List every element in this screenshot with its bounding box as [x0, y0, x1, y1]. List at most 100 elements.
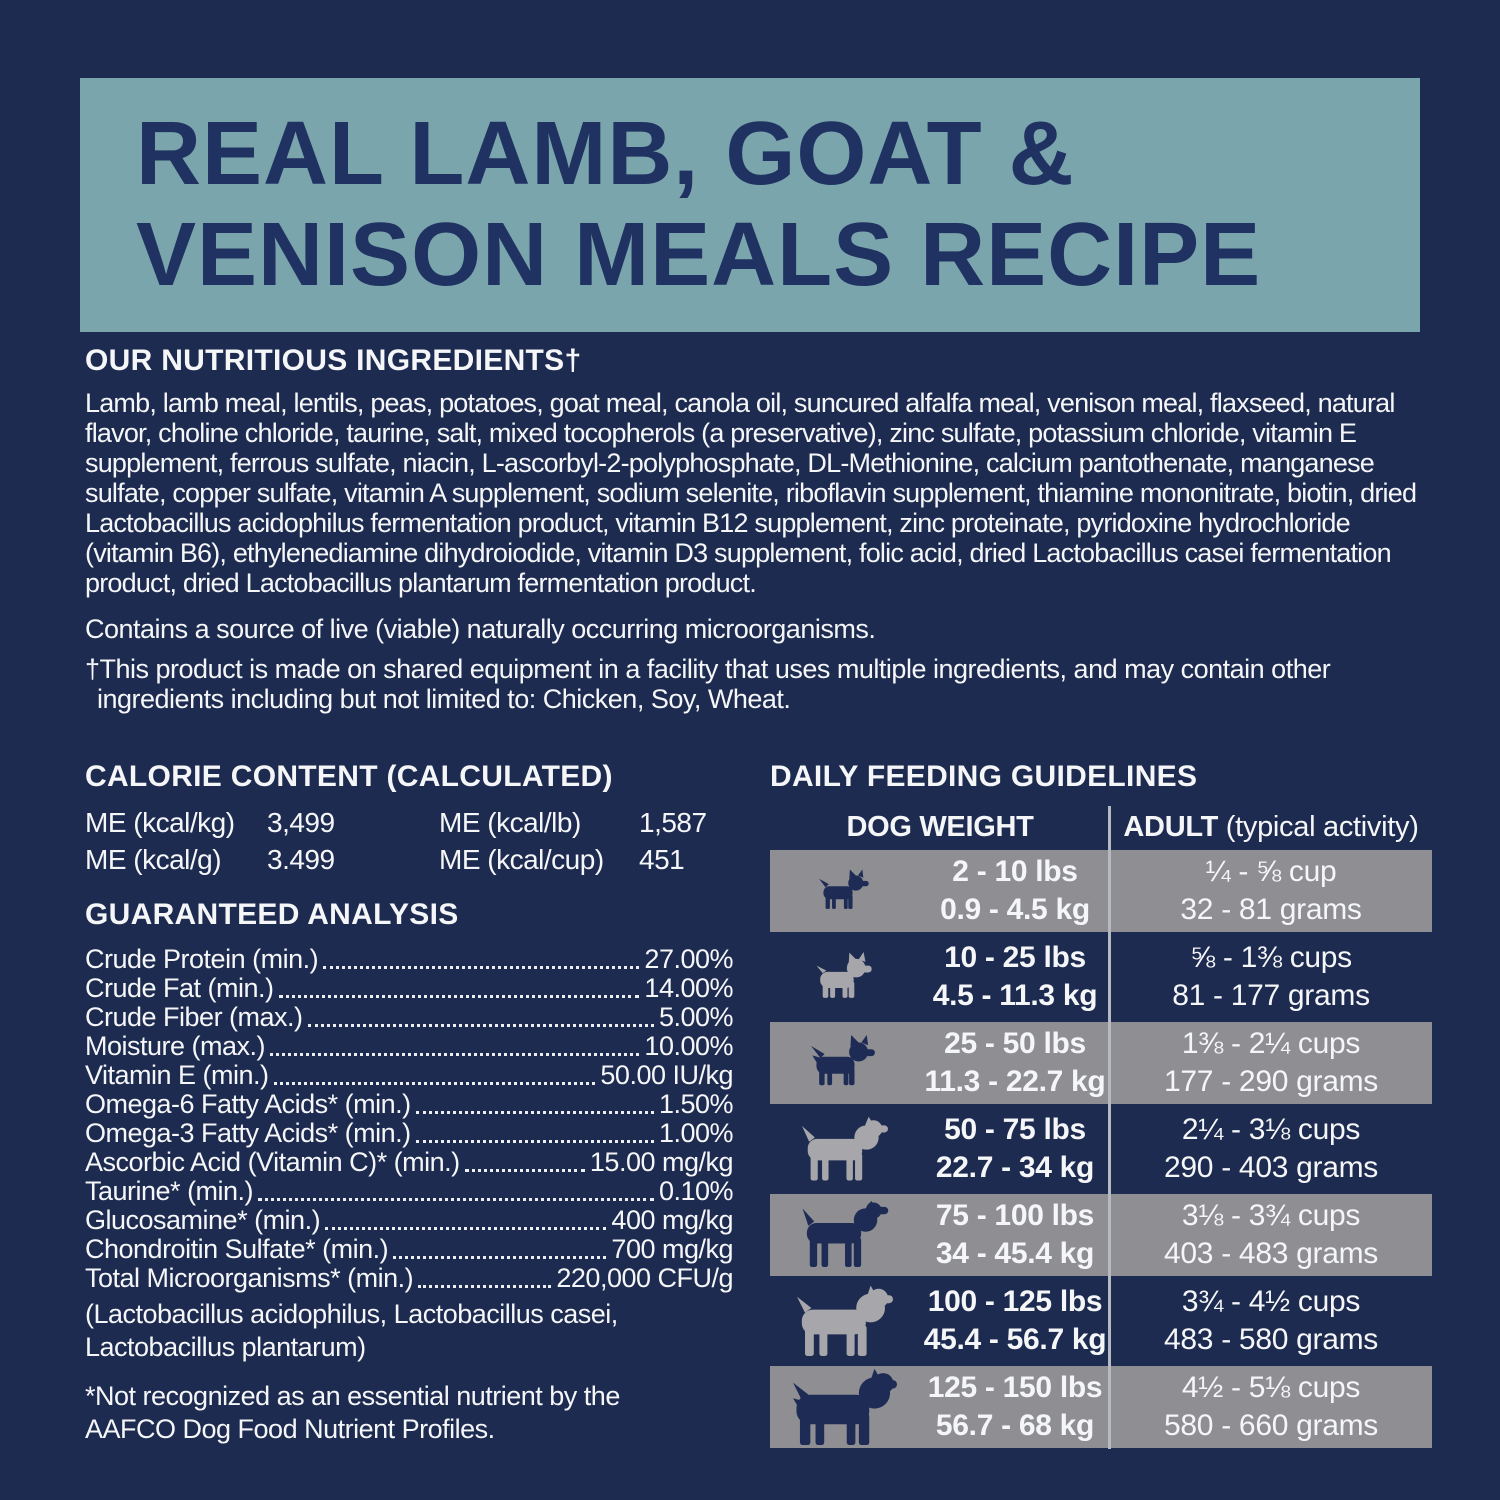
weight-range: 100 - 125 lbs 45.4 - 56.7 kg — [923, 1285, 1107, 1356]
product-title-line1: REAL LAMB, GOAT & — [136, 104, 1075, 204]
analysis-label: Crude Protein (min.) — [85, 944, 319, 974]
weight-range: 2 - 10 lbs 0.9 - 4.5 kg — [940, 855, 1090, 926]
feeding-amount: 4½ - 5⅛ cups 580 - 660 grams — [1164, 1371, 1378, 1442]
guaranteed-analysis-heading: GUARANTEED ANALYSIS — [85, 898, 459, 931]
analysis-row: Omega-3 Fatty Acids* (min.) 1.00% — [85, 1118, 734, 1149]
analysis-value: 5.00% — [658, 1002, 734, 1032]
calorie-label: ME (kcal/lb) — [439, 807, 581, 838]
analysis-row: Omega-6 Fatty Acids* (min.) 1.50% — [85, 1089, 734, 1120]
feeding-row-10-25-lbs: 10 - 25 lbs 4.5 - 11.3 kg ⅝ - 1⅜ cups 81 -… — [770, 936, 1432, 1018]
analysis-row: Total Microorganisms* (min.) 220,000 CFU/… — [85, 1263, 733, 1294]
weight-range: 25 - 50 lbs 11.3 - 22.7 kg — [924, 1027, 1106, 1098]
weight-range: 50 - 75 lbs 22.7 - 34 kg — [935, 1113, 1095, 1184]
analysis-label: Crude Fiber (max.) — [85, 1002, 303, 1032]
microorganisms-note: Contains a source of live (viable) natur… — [85, 614, 876, 644]
analysis-value: 220,000 CFU/g — [556, 1263, 733, 1293]
dog-icon-pit-bull — [770, 1108, 920, 1190]
dog-icon-french-bulldog — [770, 936, 920, 1018]
dot-leader — [464, 1169, 585, 1172]
feeding-table-body: 2 - 10 lbs 0.9 - 4.5 kg ¼ - ⅝ cup 32 - 81 … — [770, 806, 1432, 1449]
weight-range: 10 - 25 lbs 4.5 - 11.3 kg — [932, 941, 1098, 1012]
feeding-amount: ⅝ - 1⅜ cups 81 - 177 grams — [1172, 941, 1370, 1012]
calorie-content-section: CALORIE CONTENT (CALCULATED) ME (kcal/kg… — [85, 760, 750, 878]
ingredients-heading: OUR NUTRITIOUS INGREDIENTS† — [85, 344, 582, 377]
analysis-label: Total Microorganisms* (min.) — [85, 1263, 414, 1293]
feeding-amount: 3⅛ - 3¾ cups 403 - 483 grams — [1164, 1199, 1378, 1270]
feeding-row-25-50-lbs: 25 - 50 lbs 11.3 - 22.7 kg 1⅜ - 2¼ cups 17… — [770, 1022, 1432, 1104]
calorie-content-heading: CALORIE CONTENT (CALCULATED) — [85, 760, 613, 793]
calorie-content-table: ME (kcal/kg) 3,499 ME (kcal/lb) 1,587 ME… — [85, 804, 750, 878]
product-title-line2: VENISON MEALS RECIPE — [136, 205, 1262, 305]
analysis-label: Omega-3 Fatty Acids* (min.) — [85, 1118, 411, 1148]
feeding-amount: 2¼ - 3⅛ cups 290 - 403 grams — [1164, 1113, 1378, 1184]
analysis-value: 0.10% — [658, 1176, 734, 1206]
calorie-label: ME (kcal/cup) — [439, 844, 604, 875]
dot-leader — [270, 1053, 640, 1056]
calorie-value: 451 — [639, 844, 685, 875]
feeding-row-100-125-lbs: 100 - 125 lbs 45.4 - 56.7 kg 3¾ - 4½ cups… — [770, 1280, 1432, 1362]
ingredients-list: Lamb, lamb meal, lentils, peas, potatoes… — [85, 388, 1417, 598]
feeding-row-50-75-lbs: 50 - 75 lbs 22.7 - 34 kg 2¼ - 3⅛ cups 290 … — [770, 1108, 1432, 1190]
feeding-table-header: DOG WEIGHT ADULT (typical activity) — [770, 806, 1432, 848]
dog-icon-long-haired-chihuahua — [770, 1022, 920, 1104]
analysis-label: Moisture (max.) — [85, 1031, 266, 1061]
analysis-row: Moisture (max.) 10.00% — [85, 1031, 733, 1062]
feeding-amount: ¼ - ⅝ cup 32 - 81 grams — [1180, 855, 1362, 926]
analysis-value: 27.00% — [644, 944, 733, 974]
dot-leader — [393, 1256, 607, 1259]
analysis-label: Ascorbic Acid (Vitamin C)* (min.) — [85, 1147, 460, 1177]
feeding-amount: 1⅜ - 2¼ cups 177 - 290 grams — [1164, 1027, 1378, 1098]
dot-leader — [323, 966, 640, 969]
calorie-value: 3.499 — [267, 844, 335, 875]
analysis-row: Crude Fiber (max.) 5.00% — [85, 1002, 734, 1033]
calorie-label: ME (kcal/g) — [85, 844, 222, 875]
shared-equipment-note: †This product is made on shared equipmen… — [85, 654, 1331, 714]
analysis-row: Ascorbic Acid (Vitamin C)* (min.) 15.00 m… — [85, 1147, 734, 1178]
analysis-value: 50.00 IU/kg — [600, 1060, 733, 1090]
analysis-label: Taurine* (min.) — [85, 1176, 254, 1206]
guaranteed-analysis-section: GUARANTEED ANALYSIS Crude Protein (min.)… — [85, 898, 734, 1446]
dog-icon-newfoundland — [770, 1366, 920, 1448]
aafco-footnote: *Not recognized as an essential nutrient… — [85, 1381, 620, 1444]
dot-leader — [415, 1140, 654, 1143]
analysis-label: Vitamin E (min.) — [85, 1060, 269, 1090]
analysis-label: Chondroitin Sulfate* (min.) — [85, 1234, 389, 1264]
analysis-value: 700 mg/kg — [611, 1234, 733, 1264]
analysis-value: 15.00 mg/kg — [589, 1147, 734, 1177]
analysis-row: Glucosamine* (min.) 400 mg/kg — [85, 1205, 733, 1236]
feeding-guidelines-heading: DAILY FEEDING GUIDELINES — [770, 760, 1198, 793]
weight-range: 125 - 150 lbs 56.7 - 68 kg — [927, 1371, 1103, 1442]
analysis-row: Vitamin E (min.) 50.00 IU/kg — [85, 1060, 733, 1091]
analysis-label: Glucosamine* (min.) — [85, 1205, 321, 1235]
microorganisms-detail: (Lactobacillus acidophilus, Lactobacillu… — [85, 1299, 618, 1362]
column-divider — [1108, 806, 1111, 1449]
dog-icon-chihuahua — [770, 850, 920, 932]
analysis-value: 1.00% — [658, 1118, 734, 1148]
calorie-value: 3,499 — [267, 807, 335, 838]
dot-leader — [278, 995, 640, 998]
dot-leader — [258, 1198, 654, 1201]
analysis-value: 400 mg/kg — [611, 1205, 733, 1235]
dog-icon-great-dane — [770, 1194, 920, 1276]
analysis-row: Taurine* (min.) 0.10% — [85, 1176, 734, 1207]
analysis-value: 10.00% — [644, 1031, 733, 1061]
feeding-amount: 3¾ - 4½ cups 483 - 580 grams — [1164, 1285, 1378, 1356]
dot-leader — [415, 1111, 654, 1114]
analysis-value: 1.50% — [658, 1089, 734, 1119]
dot-leader — [273, 1082, 596, 1085]
analysis-label: Omega-6 Fatty Acids* (min.) — [85, 1089, 411, 1119]
dog-icon-labrador-retriever — [770, 1280, 920, 1362]
analysis-row: Crude Fat (min.) 14.00% — [85, 973, 733, 1004]
weight-range: 75 - 100 lbs 34 - 45.4 kg — [935, 1199, 1095, 1270]
analysis-row: Crude Protein (min.) 27.00% — [85, 944, 733, 975]
feeding-row-125-150-lbs: 125 - 150 lbs 56.7 - 68 kg 4½ - 5⅛ cups 58… — [770, 1366, 1432, 1448]
dot-leader — [307, 1024, 654, 1027]
dot-leader — [325, 1227, 607, 1230]
dot-leader — [418, 1285, 552, 1288]
analysis-value: 14.00% — [644, 973, 733, 1003]
feeding-guidelines-section: DAILY FEEDING GUIDELINES DOG WEIGHT ADUL… — [770, 760, 1432, 1452]
feeding-row-2-10-lbs: 2 - 10 lbs 0.9 - 4.5 kg ¼ - ⅝ cup 32 - 81 … — [770, 850, 1432, 932]
analysis-label: Crude Fat (min.) — [85, 973, 274, 1003]
adult-column-header: ADULT (typical activity) — [1123, 810, 1419, 843]
